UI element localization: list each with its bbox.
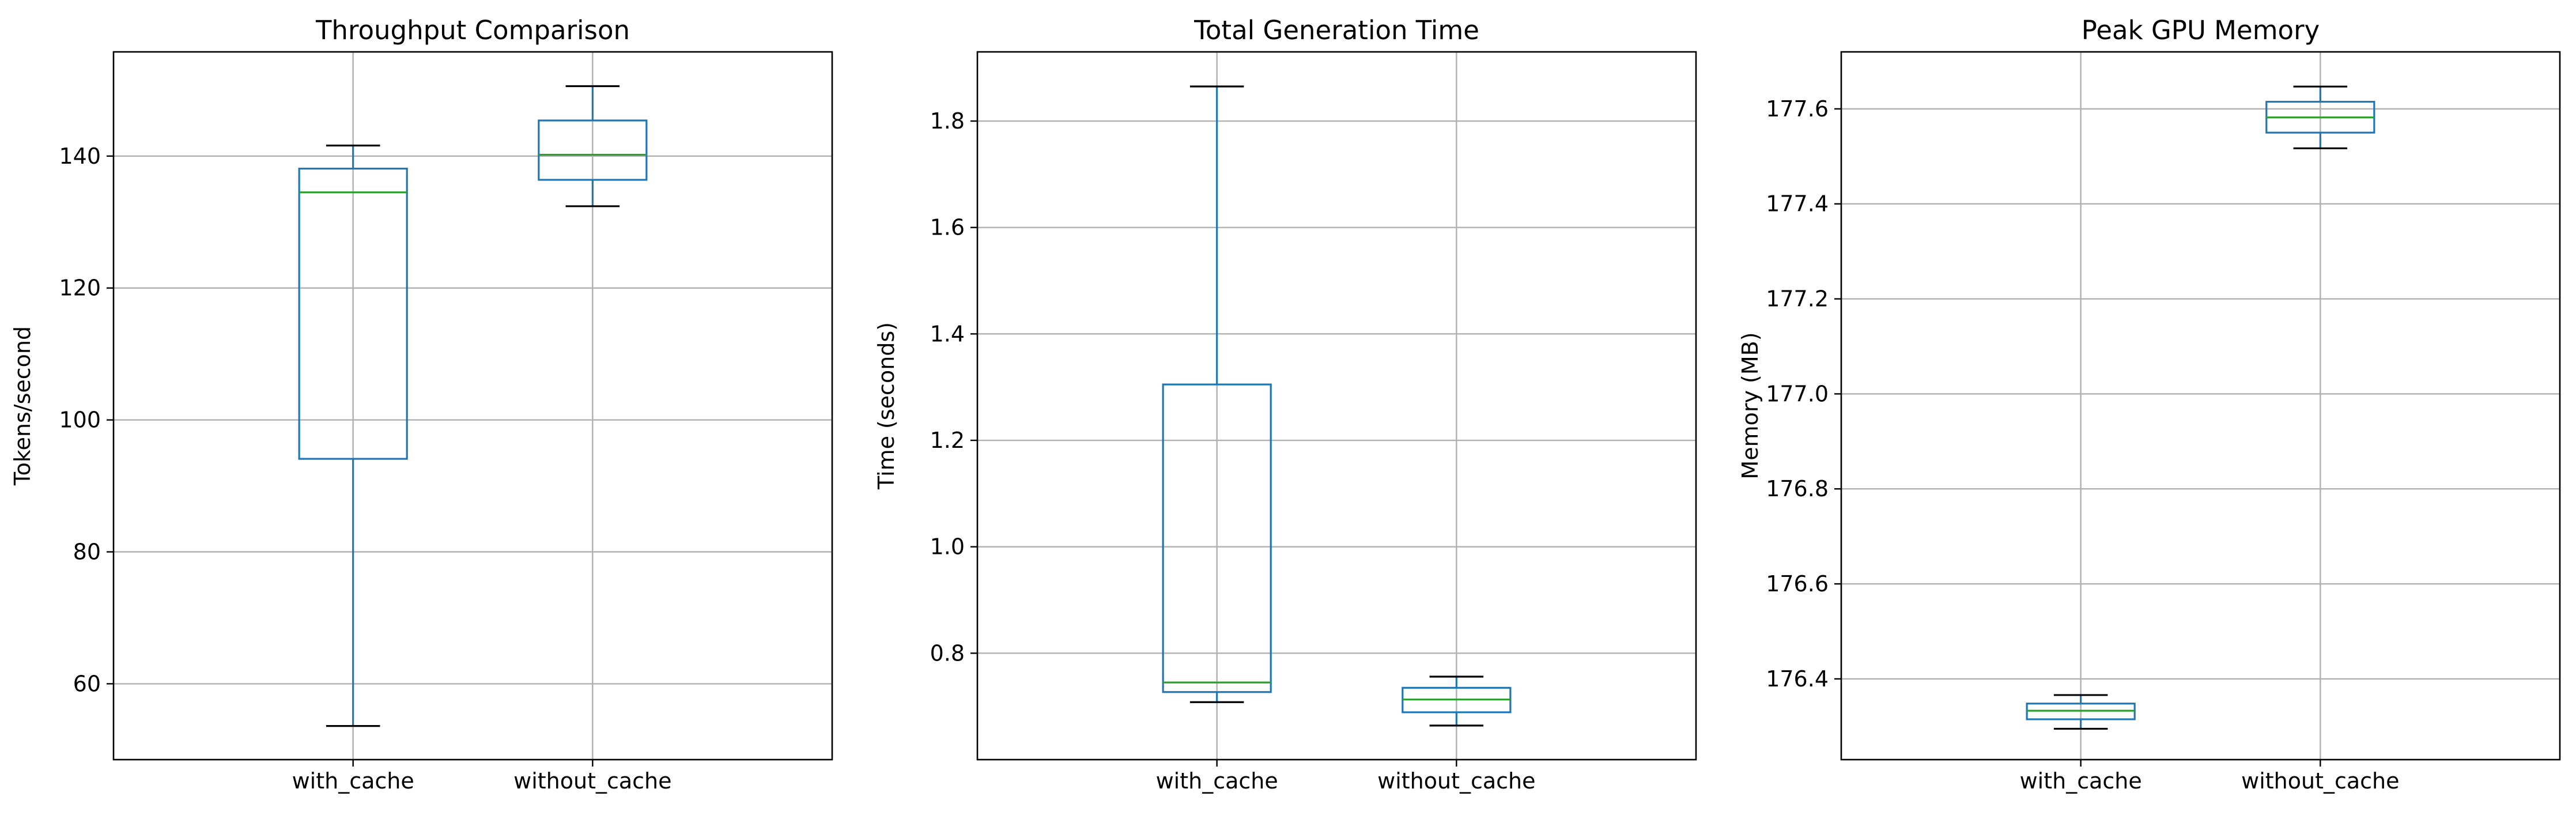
y-tick-label: 177.6 <box>1766 96 1829 122</box>
box-without_cache <box>1402 675 1512 727</box>
x-tick-label-with_cache: with_cache <box>1156 768 1278 794</box>
y-tick-label: 80 <box>73 539 101 564</box>
y-tick-label: 140 <box>59 144 101 169</box>
plot-area <box>977 52 1696 760</box>
box-without_cache <box>538 85 648 207</box>
box-with_cache <box>1162 85 1272 703</box>
box-iqr <box>538 119 648 181</box>
y-tick-label: 177.4 <box>1766 191 1829 217</box>
y-tick-label: 177.0 <box>1766 381 1829 406</box>
x-tick-label-without_cache: without_cache <box>1377 768 1535 794</box>
x-tick-label-without_cache: without_cache <box>513 768 671 794</box>
x-tick-label-with_cache: with_cache <box>292 768 414 794</box>
axes-frame <box>112 51 833 761</box>
chart-panel-gpu-memory: 176.4 176.6 176.8 177.0 177.2 177.4 177.6 with_… <box>1738 15 2561 794</box>
box-iqr <box>1162 383 1272 693</box>
axes-frame <box>1840 51 2561 761</box>
y-tick-label: 1.0 <box>930 534 965 560</box>
chart-panel-throughput: 60 80 100 120 140 with_cache without_cache Thro… <box>10 15 833 794</box>
y-tick-label: 176.6 <box>1766 571 1829 597</box>
y-tick-label: 60 <box>73 671 101 696</box>
y-tick-label: 120 <box>59 275 101 301</box>
y-tick-label: 0.8 <box>930 640 965 666</box>
box-with_cache <box>298 144 408 727</box>
x-tick-label-with_cache: with_cache <box>2020 768 2142 794</box>
box-with_cache <box>2026 694 2136 730</box>
y-tick-label: 176.4 <box>1766 666 1829 692</box>
y-tick-label: 176.8 <box>1766 476 1829 501</box>
y-tick-label: 100 <box>59 407 101 433</box>
x-tick-label-without_cache: without_cache <box>2241 768 2399 794</box>
box-iqr <box>298 167 408 460</box>
y-tick-label: 1.8 <box>930 108 965 134</box>
axes-frame <box>976 51 1697 761</box>
y-tick-label: 1.6 <box>930 215 965 240</box>
y-axis-label: Time (seconds) <box>874 322 899 490</box>
y-tick-label: 1.4 <box>930 321 965 346</box>
chart-title: Peak GPU Memory <box>2082 15 2320 46</box>
plot-area <box>114 52 832 760</box>
box-without_cache <box>2265 85 2375 149</box>
y-axis-label: Memory (MB) <box>1738 332 1763 479</box>
y-axis-label: Tokens/second <box>10 326 35 486</box>
y-tick-label: 1.2 <box>930 428 965 453</box>
chart-panel-generation-time: 0.8 1.0 1.2 1.4 1.6 1.8 with_cache without_cach… <box>874 15 1697 794</box>
plot-area <box>1841 52 2560 760</box>
y-tick-label: 177.2 <box>1766 286 1829 312</box>
chart-title: Throughput Comparison <box>315 15 630 46</box>
chart-title: Total Generation Time <box>1193 15 1479 46</box>
